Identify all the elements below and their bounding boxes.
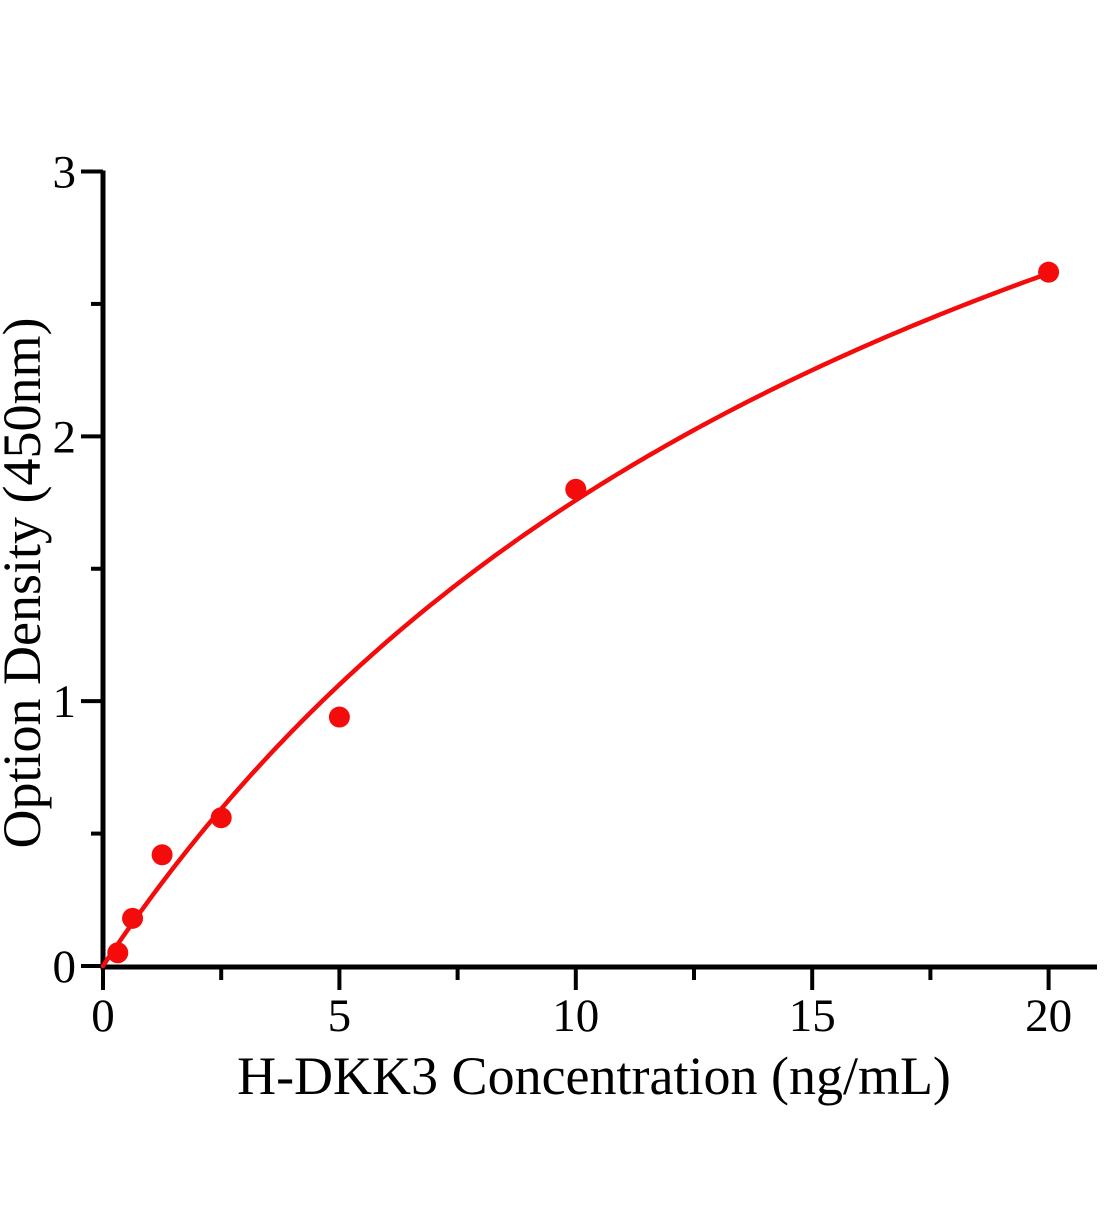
data-point <box>151 844 173 866</box>
y-tick-label: 3 <box>53 147 77 199</box>
y-tick-label: 1 <box>53 676 77 728</box>
data-point <box>107 942 129 964</box>
x-tick-label: 20 <box>1025 990 1072 1042</box>
x-tick-label: 10 <box>552 990 599 1042</box>
x-tick-label: 0 <box>91 990 115 1042</box>
data-point <box>565 478 587 500</box>
fit-curve <box>100 271 1051 969</box>
y-axis-title: Option Density (450nm) <box>0 318 52 849</box>
x-axis-title: H-DKK3 Concentration (ng/mL) <box>237 1046 951 1106</box>
plot-layer: 0 5 10 15 20 0 1 2 3 <box>53 147 1097 1042</box>
data-point <box>328 706 350 728</box>
data-point <box>1038 261 1060 283</box>
y-tick-label: 2 <box>53 411 77 463</box>
y-tick-label: 0 <box>53 941 77 993</box>
data-point <box>122 907 144 929</box>
x-tick-label: 15 <box>789 990 836 1042</box>
x-tick-label: 5 <box>328 990 352 1042</box>
data-point <box>210 807 232 829</box>
